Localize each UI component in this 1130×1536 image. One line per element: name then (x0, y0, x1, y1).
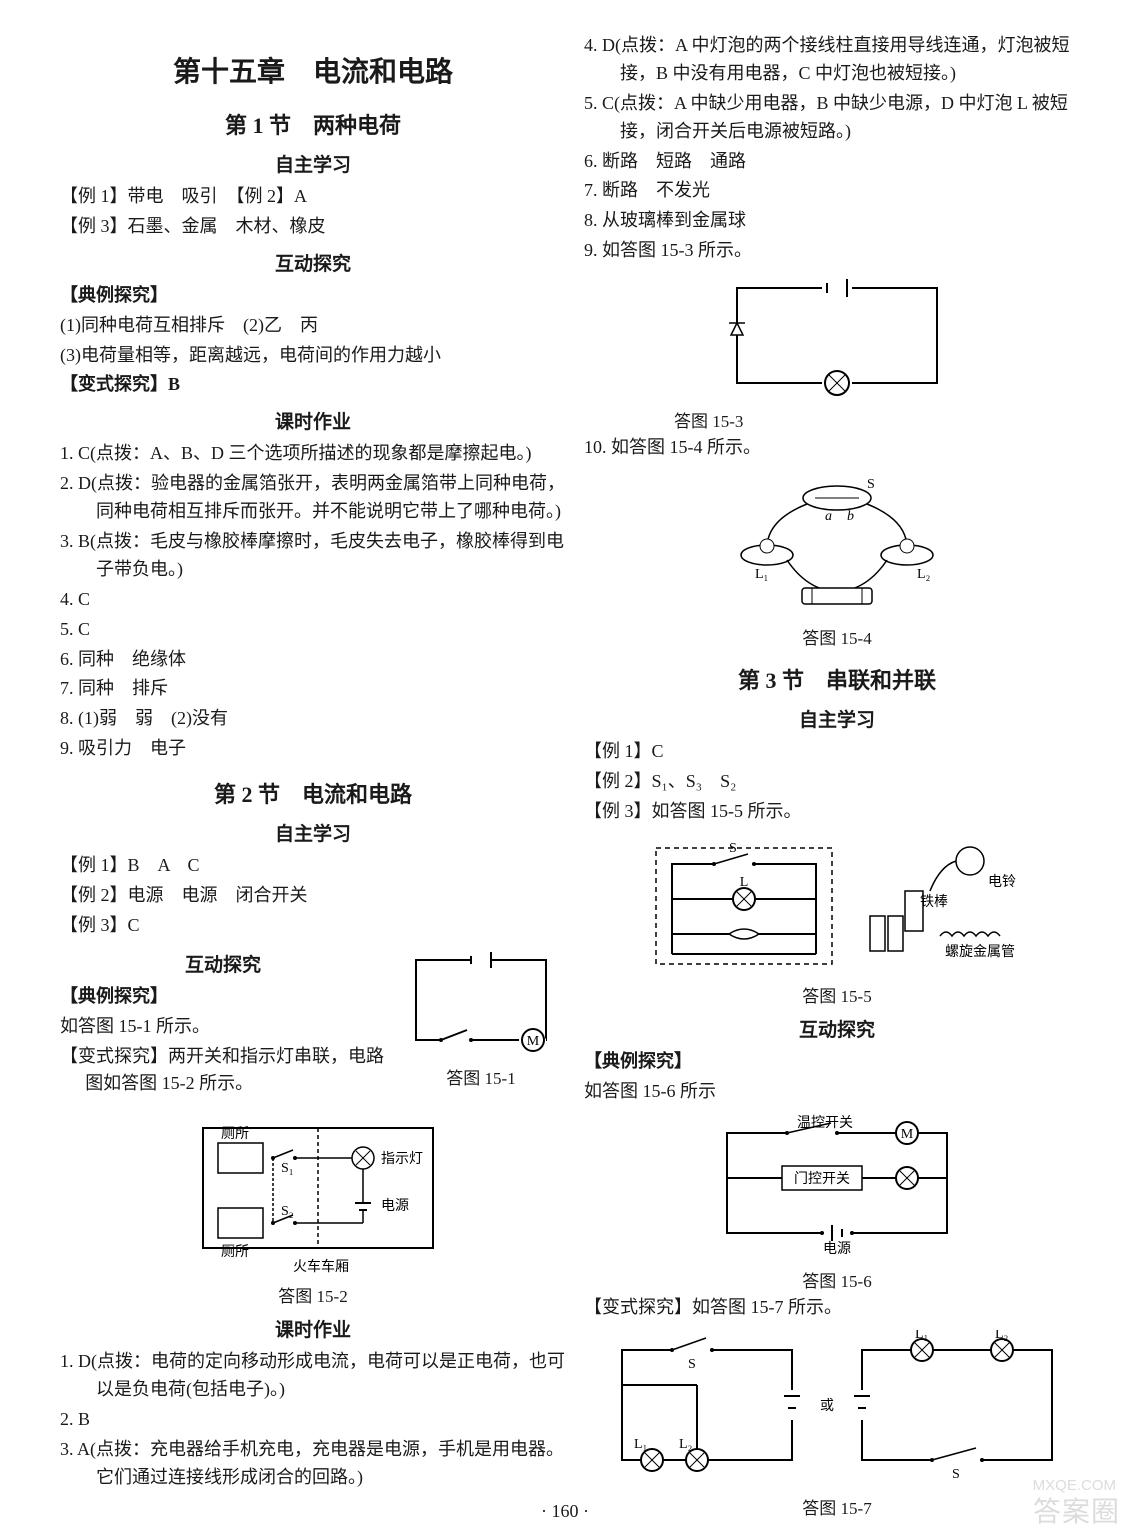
s2-kszy: 课时作业 (60, 1315, 566, 1342)
s2-ex2: 【例 2】电源 电源 闭合开关 (60, 882, 566, 910)
s3-ex2: 【例 2】S₁、S₃ S₂ (584, 768, 1090, 796)
page-number: · 160 · (0, 1501, 1130, 1522)
r-q8: 8. 从玻璃棒到金属球 (584, 207, 1090, 235)
s2-ex1: 【例 1】B A C (60, 852, 566, 880)
fig-15-3 (584, 273, 1090, 403)
fig-15-5-right: 铁棒 电铃 螺旋金属管 (850, 836, 1030, 976)
s2-ex3: 【例 3】C (60, 912, 566, 940)
svg-text:火车车厢: 火车车厢 (293, 1258, 349, 1275)
s1-q1: 1. C(点拨：A、B、D 三个选项所描述的现象都是摩擦起电。) (60, 440, 566, 468)
svg-text:S: S (952, 1467, 960, 1482)
svg-text:S₁: S₁ (281, 1161, 294, 1176)
s3-ex3: 【例 3】如答图 15-5 所示。 (584, 798, 1090, 826)
fig-15-2-caption: 答图 15-2 (60, 1282, 566, 1307)
s1-kszy: 课时作业 (60, 407, 566, 434)
s1-ex1: 【例 1】带电 吸引 【例 2】A (60, 183, 566, 211)
svg-text:S: S (729, 841, 737, 856)
svg-text:L₁: L₁ (755, 567, 768, 582)
svg-text:电铃: 电铃 (988, 874, 1016, 890)
r-q4: 4. D(点拨：A 中灯泡的两个接线柱直接用导线连通，灯泡被短接，B 中没有用电… (584, 32, 1090, 88)
fig-15-6-caption: 答图 15-6 (584, 1267, 1090, 1292)
s1-q7: 7. 同种 排斥 (60, 675, 566, 703)
s3-zzxx: 自主学习 (584, 705, 1090, 732)
fig-15-3-caption: 答图 15-3 (584, 407, 1090, 432)
s1-bstj: 【变式探究】B (60, 371, 566, 399)
svg-text:L₂: L₂ (995, 1330, 1009, 1342)
s1-q9: 9. 吸引力 电子 (60, 735, 566, 763)
fig-15-2: 厕所 厕所 S₁ S₂ 指示灯 电源 火车车厢 (60, 1108, 566, 1278)
fig-15-5-left: S L (644, 836, 844, 976)
svg-text:电源: 电源 (381, 1198, 409, 1214)
fig-15-1-caption: 答图 15-1 (396, 1064, 566, 1089)
svg-text:S₂: S₂ (281, 1204, 294, 1219)
svg-text:L₂: L₂ (679, 1437, 693, 1452)
svg-text:M: M (527, 1034, 540, 1049)
s1-dltj: 【典例探究】 (60, 282, 566, 310)
s3-dltj: 【典例探究】 (584, 1048, 1090, 1076)
s1-q6: 6. 同种 绝缘体 (60, 646, 566, 674)
svg-text:或: 或 (820, 1398, 834, 1414)
svg-text:电源: 电源 (823, 1241, 851, 1257)
section1-title: 第 1 节 两种电荷 (60, 108, 566, 140)
fig-15-1: M (396, 950, 566, 1060)
s3-ex1: 【例 1】C (584, 738, 1090, 766)
s3-bstj: 【变式探究】如答图 15-7 所示。 (584, 1294, 1090, 1322)
s1-q3: 3. B(点拨：毛皮与橡胶棒摩擦时，毛皮失去电子，橡胶棒得到电子带负电。) (60, 528, 566, 584)
s1-zzxx: 自主学习 (60, 150, 566, 177)
s1-q4: 4. C (60, 586, 566, 614)
r-q9: 9. 如答图 15-3 所示。 (584, 237, 1090, 265)
s3-line1: 如答图 15-6 所示 (584, 1078, 1090, 1106)
svg-text:a: a (825, 509, 832, 524)
s1-q2: 2. D(点拨：验电器的金属箔张开，表明两金属箔带上同种电荷，同种电荷相互排斥而… (60, 470, 566, 526)
svg-text:厕所: 厕所 (221, 1126, 249, 1142)
fig-15-5-caption: 答图 15-5 (584, 982, 1090, 1007)
svg-text:S: S (688, 1357, 696, 1372)
s2-hdtj: 互动探究 (60, 950, 386, 977)
r-q7: 7. 断路 不发光 (584, 177, 1090, 205)
r-q10: 10. 如答图 15-4 所示。 (584, 434, 1090, 462)
section2-title: 第 2 节 电流和电路 (60, 777, 566, 809)
svg-text:指示灯: 指示灯 (381, 1151, 423, 1167)
fig-15-4: S a b L₁ L₂ (584, 470, 1090, 620)
fig-15-7: S L₁ L₂ 或 L₁ (584, 1330, 1090, 1490)
svg-text:S: S (867, 477, 875, 492)
s1-line1: (1)同种电荷互相排斥 (2)乙 丙 (60, 312, 566, 340)
svg-text:铁棒: 铁棒 (920, 894, 948, 910)
svg-text:M: M (901, 1127, 914, 1142)
watermark-big: 答案圈 (1033, 1490, 1120, 1530)
s1-line2: (3)电荷量相等，距离越远，电荷间的作用力越小 (60, 342, 566, 370)
svg-text:L₁: L₁ (915, 1330, 928, 1342)
fig-15-4-caption: 答图 15-4 (584, 624, 1090, 649)
chapter-title: 第十五章 电流和电路 (60, 50, 566, 90)
s1-hdtj: 互动探究 (60, 249, 566, 276)
svg-text:L₂: L₂ (917, 567, 931, 582)
section3-title: 第 3 节 串联和并联 (584, 663, 1090, 695)
s2-zzxx: 自主学习 (60, 819, 566, 846)
s1-q5: 5. C (60, 616, 566, 644)
svg-text:b: b (847, 509, 854, 524)
s2-bstj: 【变式探究】两开关和指示灯串联，电路图如答图 15-2 所示。 (60, 1043, 386, 1099)
s1-q8: 8. (1)弱 弱 (2)没有 (60, 705, 566, 733)
s3-hdtj: 互动探究 (584, 1015, 1090, 1042)
svg-text:L: L (740, 875, 749, 890)
svg-text:L₁: L₁ (634, 1437, 647, 1452)
s2-q3: 3. A(点拨：充电器给手机充电，充电器是电源，手机是用电器。它们通过连接线形成… (60, 1436, 566, 1492)
fig-15-6: 温控开关 M 门控开关 电源 (584, 1113, 1090, 1263)
svg-text:厕所: 厕所 (221, 1244, 249, 1260)
s2-q1: 1. D(点拨：电荷的定向移动形成电流，电荷可以是正电荷，也可以是负电荷(包括电… (60, 1348, 566, 1404)
s2-q2: 2. B (60, 1406, 566, 1434)
r-q5: 5. C(点拨：A 中缺少用电器，B 中缺少电源，D 中灯泡 L 被短接，闭合开… (584, 90, 1090, 146)
r-q6: 6. 断路 短路 通路 (584, 148, 1090, 176)
s2-line1: 如答图 15-1 所示。 (60, 1013, 386, 1041)
s2-dltj: 【典例探究】 (60, 983, 386, 1011)
svg-text:门控开关: 门控开关 (794, 1171, 850, 1187)
svg-text:螺旋金属管: 螺旋金属管 (945, 944, 1015, 960)
s1-ex3: 【例 3】石墨、金属 木材、橡皮 (60, 213, 566, 241)
